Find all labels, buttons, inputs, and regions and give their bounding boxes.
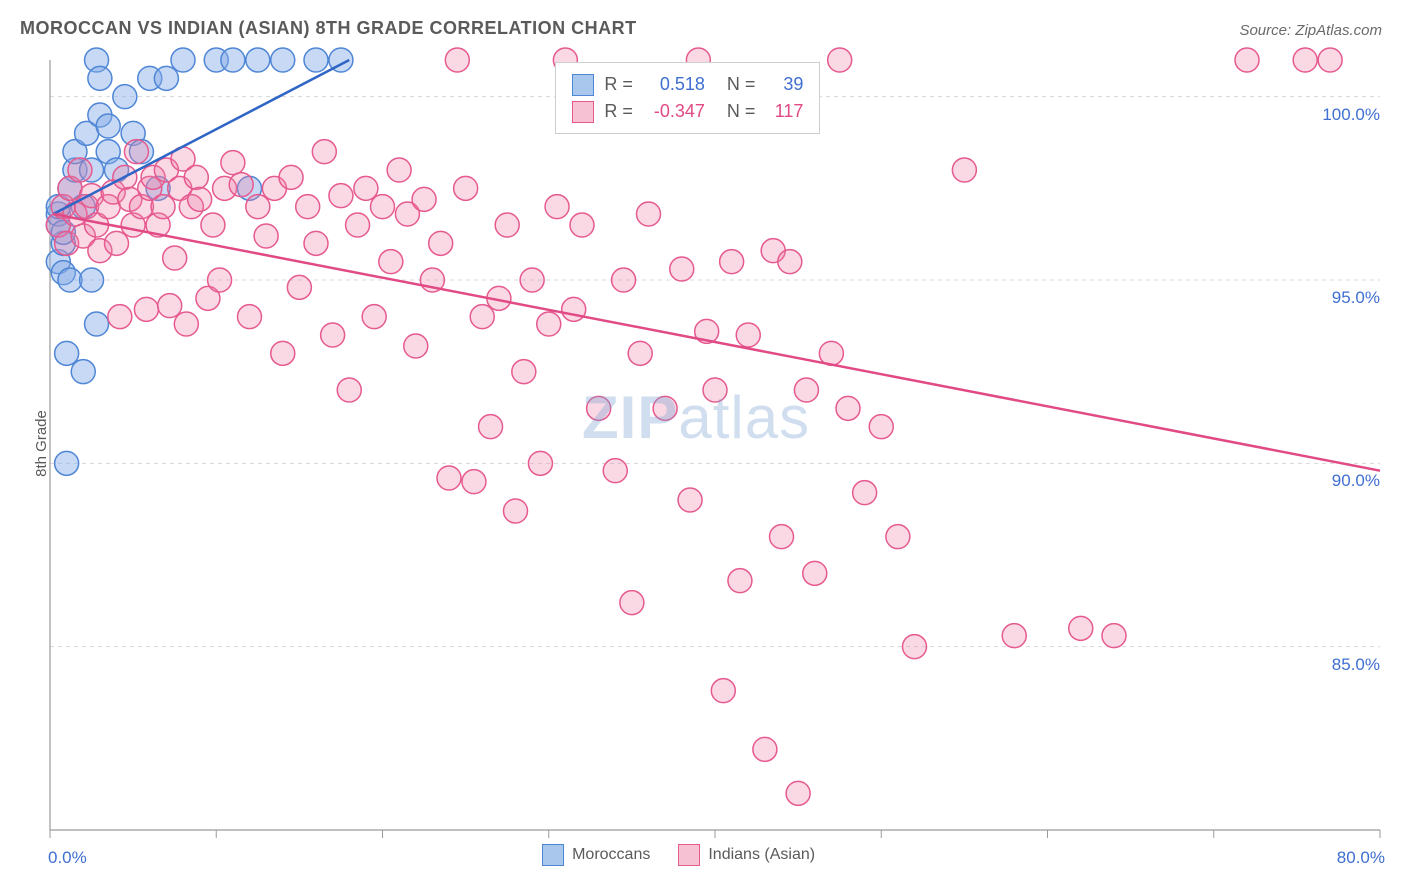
stat-R-value: 0.518 <box>643 71 705 98</box>
footer-legend: Moroccans Indians (Asian) <box>542 844 815 866</box>
legend-label: Moroccans <box>572 846 650 863</box>
stat-R-key: R = <box>604 71 633 98</box>
stat-swatch <box>572 101 594 123</box>
stat-N-key: N = <box>727 98 756 125</box>
legend-swatch <box>678 844 700 866</box>
y-axis-label: 8th Grade <box>33 410 50 477</box>
stat-R-value: -0.347 <box>643 98 705 125</box>
stat-row: R = -0.347 N = 117 <box>572 98 803 125</box>
y-tick-label: 100.0% <box>1322 105 1380 125</box>
legend-item: Moroccans <box>542 844 650 866</box>
legend-label: Indians (Asian) <box>708 846 815 863</box>
stat-N-value: 117 <box>765 98 803 125</box>
stat-row: R = 0.518 N = 39 <box>572 71 803 98</box>
chart-container: MOROCCAN VS INDIAN (ASIAN) 8TH GRADE COR… <box>0 0 1406 892</box>
stat-N-value: 39 <box>765 71 803 98</box>
y-tick-label: 85.0% <box>1332 655 1380 675</box>
stat-legend: R = 0.518 N = 39 R = -0.347 N = 117 <box>555 62 820 134</box>
y-tick-label: 95.0% <box>1332 288 1380 308</box>
x-tick-label: 0.0% <box>48 848 87 868</box>
stat-N-key: N = <box>727 71 756 98</box>
stat-R-key: R = <box>604 98 633 125</box>
legend-item: Indians (Asian) <box>678 844 815 866</box>
stat-swatch <box>572 74 594 96</box>
x-tick-label: 80.0% <box>1330 848 1385 868</box>
legend-swatch <box>542 844 564 866</box>
y-tick-label: 90.0% <box>1332 471 1380 491</box>
